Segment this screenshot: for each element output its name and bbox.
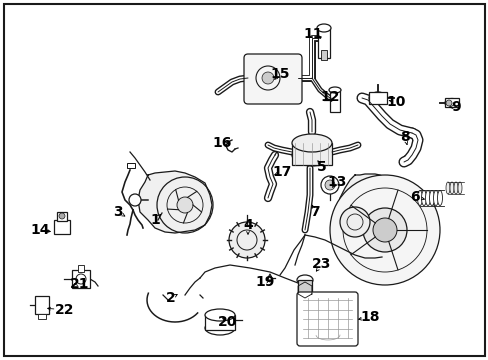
Ellipse shape (296, 275, 312, 285)
Bar (57, 212, 67, 221)
Bar (72, 270, 90, 288)
Text: 22: 22 (55, 303, 75, 317)
Ellipse shape (425, 190, 429, 206)
Text: 2: 2 (166, 291, 176, 305)
Text: 5: 5 (317, 160, 326, 174)
Text: 3: 3 (113, 205, 122, 219)
Ellipse shape (291, 144, 331, 166)
Bar (204, 315, 235, 330)
Text: 6: 6 (409, 190, 419, 204)
Ellipse shape (437, 190, 442, 206)
Circle shape (59, 213, 65, 219)
Bar (368, 92, 386, 104)
Text: 21: 21 (70, 277, 90, 291)
Text: 13: 13 (326, 175, 346, 189)
Bar (317, 28, 329, 58)
Text: 19: 19 (255, 275, 274, 289)
Circle shape (362, 208, 406, 252)
Circle shape (177, 197, 193, 213)
Text: 8: 8 (399, 130, 409, 144)
Bar (291, 143, 331, 165)
Ellipse shape (291, 134, 331, 152)
Bar (444, 98, 458, 107)
Bar (127, 163, 135, 168)
Ellipse shape (368, 92, 386, 104)
FancyBboxPatch shape (296, 292, 357, 346)
Circle shape (228, 222, 264, 258)
Bar (320, 50, 326, 60)
Circle shape (445, 100, 451, 106)
Text: 18: 18 (360, 310, 379, 324)
Circle shape (262, 72, 273, 84)
Circle shape (325, 180, 334, 190)
FancyBboxPatch shape (244, 54, 302, 104)
Text: 7: 7 (309, 205, 319, 219)
Circle shape (372, 218, 396, 242)
Ellipse shape (449, 182, 453, 194)
Ellipse shape (316, 24, 330, 32)
Text: 23: 23 (312, 257, 331, 271)
Circle shape (329, 175, 439, 285)
Bar (78, 265, 84, 272)
Text: 15: 15 (270, 67, 289, 81)
Text: 10: 10 (386, 95, 405, 109)
Ellipse shape (204, 321, 235, 335)
Bar (35, 296, 49, 314)
Text: 20: 20 (218, 315, 237, 329)
Polygon shape (138, 171, 212, 233)
Ellipse shape (428, 190, 434, 206)
Ellipse shape (445, 182, 449, 194)
Text: 12: 12 (320, 90, 339, 104)
Bar (54, 220, 70, 234)
Circle shape (320, 176, 338, 194)
Polygon shape (337, 174, 409, 250)
Circle shape (129, 194, 141, 206)
Ellipse shape (417, 190, 422, 206)
Text: 11: 11 (303, 27, 322, 41)
Ellipse shape (444, 99, 458, 108)
Text: 9: 9 (450, 100, 460, 114)
Ellipse shape (433, 190, 438, 206)
Ellipse shape (421, 190, 426, 206)
Ellipse shape (328, 87, 340, 93)
Ellipse shape (457, 182, 461, 194)
Ellipse shape (204, 309, 235, 321)
Ellipse shape (261, 73, 274, 83)
Bar (329, 90, 339, 112)
Bar (38, 314, 46, 319)
Text: 4: 4 (243, 218, 252, 232)
Text: 16: 16 (212, 136, 231, 150)
Text: 14: 14 (30, 223, 50, 237)
Circle shape (339, 207, 369, 237)
Text: 17: 17 (272, 165, 291, 179)
Ellipse shape (453, 182, 457, 194)
Bar (297, 280, 311, 298)
Text: 1: 1 (150, 213, 160, 227)
